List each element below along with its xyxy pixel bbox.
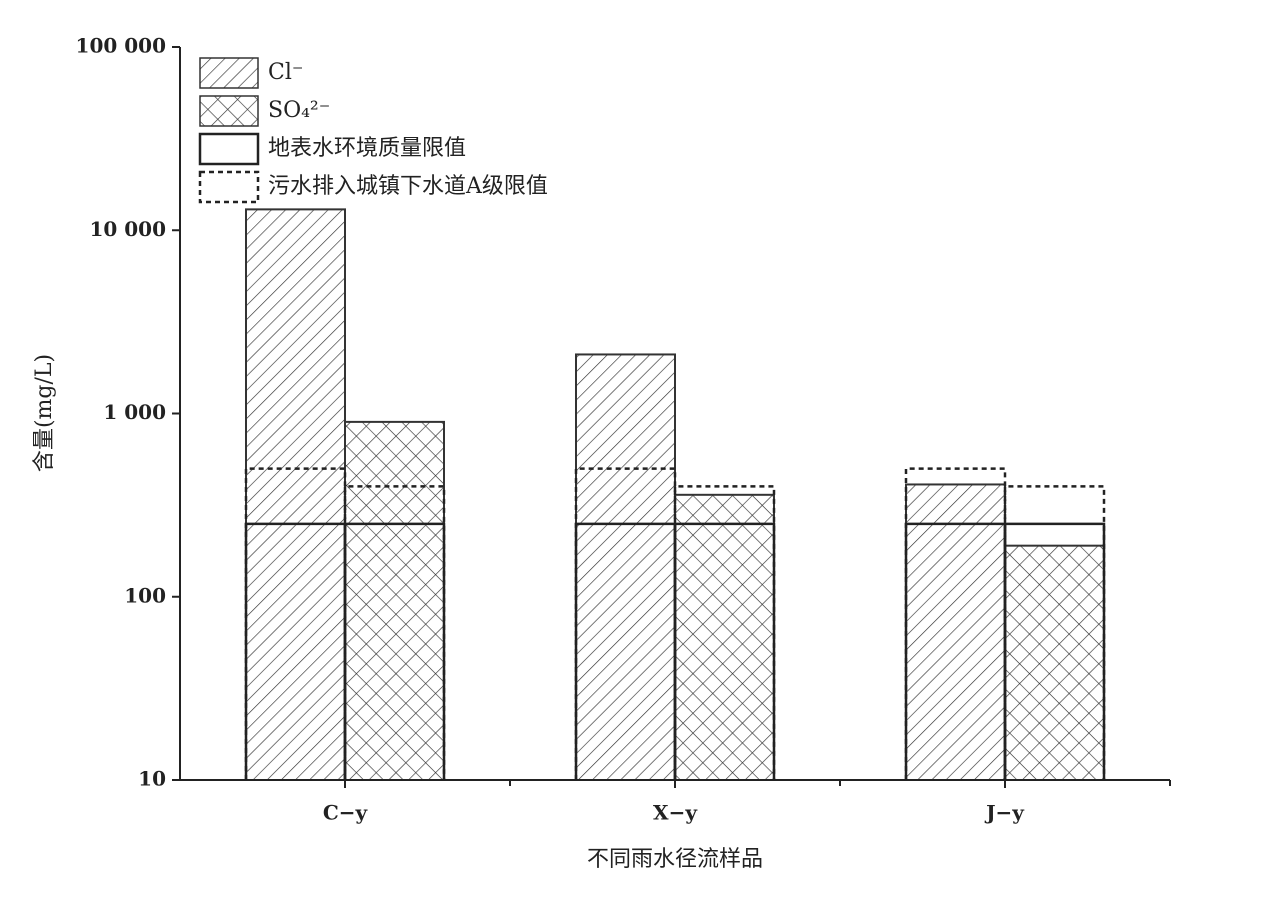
bar [905, 483, 1006, 781]
legend-swatch [198, 132, 260, 166]
x-tick-label: J−y [984, 801, 1025, 825]
legend-swatch [199, 95, 259, 127]
x-tick-label: X−y [653, 801, 698, 825]
limit-line [343, 485, 446, 780]
limit-line [574, 467, 677, 780]
y-tick-label: 1 000 [103, 400, 166, 424]
y-axis-label: 含量(mg/L) [32, 354, 57, 472]
y-tick-label: 100 [124, 583, 166, 607]
limit-line [904, 467, 1007, 780]
x-axis-label: 不同雨水径流样品 [587, 847, 763, 872]
bar [575, 353, 676, 781]
legend-swatch [198, 170, 260, 204]
limit-line [244, 467, 347, 780]
legend-swatch [199, 57, 259, 89]
limit-line [673, 485, 776, 780]
bar [245, 208, 346, 781]
y-tick-label: 10 [138, 767, 166, 791]
legend-label: 污水排入城镇下水道A级限值 [268, 174, 548, 199]
legend-label: 地表水环境质量限值 [268, 136, 466, 161]
bar [344, 420, 445, 781]
y-tick-label: 10 000 [89, 217, 166, 241]
legend-label: SO₄²⁻ [268, 98, 330, 123]
bar [674, 493, 775, 781]
limit-line [1003, 485, 1106, 780]
y-tick-label: 100 000 [76, 34, 166, 58]
bar [1004, 544, 1105, 781]
legend-label: Cl⁻ [268, 60, 303, 85]
x-tick-label: C−y [323, 801, 369, 825]
